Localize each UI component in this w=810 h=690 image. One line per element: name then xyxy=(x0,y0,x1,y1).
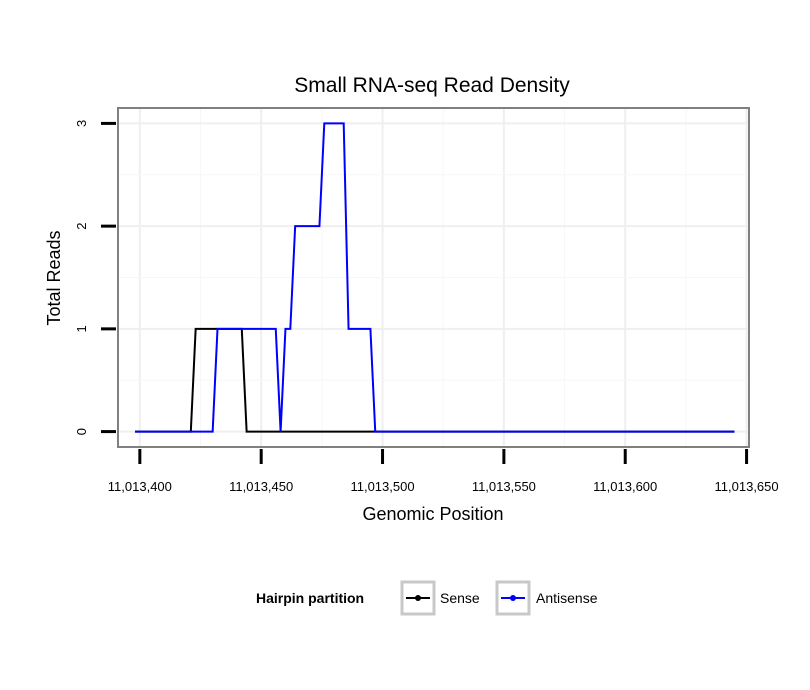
y-tick-label: 0 xyxy=(74,428,89,435)
y-axis-title: Total Reads xyxy=(44,230,64,325)
x-tick-label: 11,013,500 xyxy=(350,479,414,494)
legend: Hairpin partition Sense Antisense xyxy=(256,582,598,614)
x-tick-label: 11,013,400 xyxy=(108,479,172,494)
legend-label-sense: Sense xyxy=(440,590,480,606)
y-tick-label: 1 xyxy=(74,325,89,332)
x-tick-label: 11,013,650 xyxy=(715,479,779,494)
y-tick-label: 2 xyxy=(74,223,89,230)
legend-item-antisense: Antisense xyxy=(497,582,598,614)
x-tick-label: 11,013,600 xyxy=(593,479,657,494)
x-tick-label: 11,013,450 xyxy=(229,479,293,494)
legend-item-sense: Sense xyxy=(402,582,480,614)
legend-label-antisense: Antisense xyxy=(536,590,598,606)
x-tick-label: 11,013,550 xyxy=(472,479,536,494)
chart-title: Small RNA-seq Read Density xyxy=(294,74,570,97)
legend-title: Hairpin partition xyxy=(256,590,364,606)
x-axis-title: Genomic Position xyxy=(362,504,503,524)
legend-key-dot xyxy=(510,595,516,601)
y-tick-label: 3 xyxy=(74,120,89,127)
legend-key-dot xyxy=(415,595,421,601)
